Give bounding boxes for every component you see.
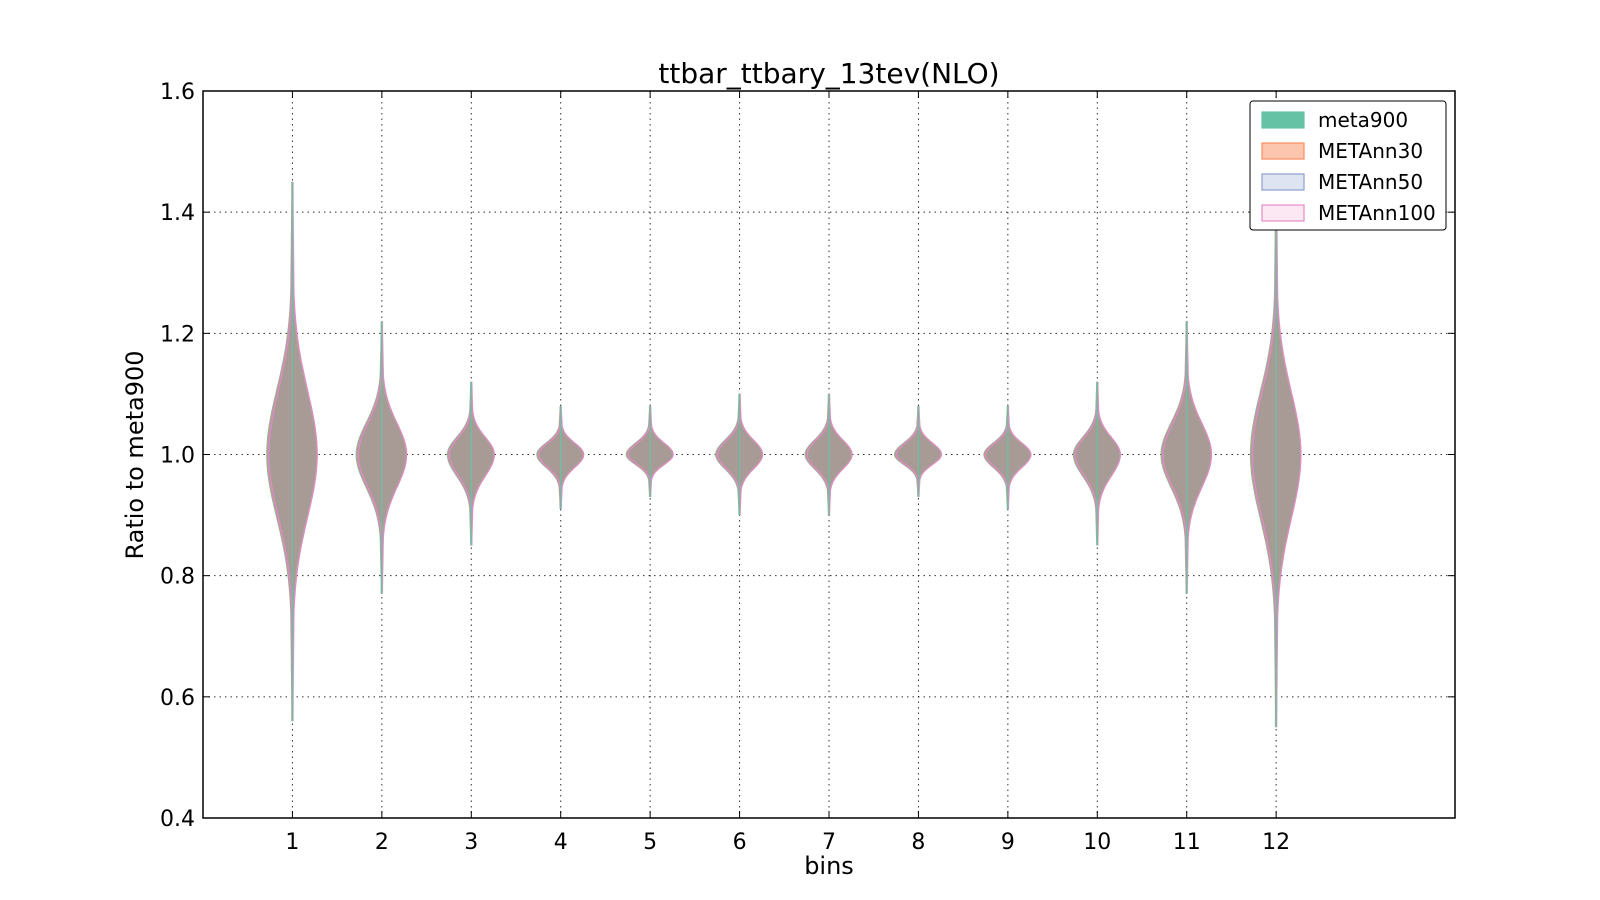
legend-label-METAnn100: METAnn100 [1318, 201, 1436, 225]
x-tick-label: 2 [375, 830, 389, 855]
legend-swatch-meta900 [1261, 111, 1305, 129]
x-tick-label: 6 [733, 830, 747, 855]
violin-outline-METAnn100 [357, 321, 408, 594]
x-tick-label: 12 [1262, 830, 1290, 855]
violin-outline-METAnn100 [717, 393, 764, 516]
violin-bin-11 [1160, 321, 1213, 594]
violin-outline-METAnn100 [1074, 381, 1121, 546]
violin-bin-8 [893, 406, 943, 497]
x-tick-label: 7 [822, 830, 836, 855]
x-tick-label: 5 [643, 830, 657, 855]
x-tick-label: 4 [554, 830, 568, 855]
violin-outline-METAnn100 [1162, 321, 1213, 594]
legend-label-meta900: meta900 [1318, 108, 1408, 132]
x-axis-ticks: 1 2 3 4 5 6 7 8 9 10 11 12 [285, 91, 1290, 855]
x-tick-label: 8 [911, 830, 925, 855]
y-tick-label: 1.4 [160, 201, 195, 226]
x-tick-label: 11 [1173, 830, 1201, 855]
legend-swatch-METAnn50 [1261, 173, 1305, 191]
x-tick-label: 1 [285, 830, 299, 855]
violin-bin-7 [804, 393, 853, 516]
violin-bin-3 [446, 381, 495, 546]
violin-outline-METAnn100 [806, 393, 853, 516]
violin-bin-4 [536, 406, 585, 510]
y-tick-label: 1.6 [160, 80, 195, 105]
x-axis-title: bins [804, 852, 854, 880]
legend-label-METAnn50: METAnn50 [1318, 170, 1423, 194]
y-tick-label: 1.2 [160, 322, 195, 347]
violin-bin-5 [625, 406, 674, 497]
x-tick-label: 10 [1083, 830, 1111, 855]
y-tick-label: 0.6 [160, 686, 195, 711]
violin-outline-METAnn100 [448, 381, 495, 546]
x-tick-label: 3 [464, 830, 478, 855]
y-tick-label: 0.4 [160, 807, 195, 832]
violin-outline-METAnn100 [627, 406, 674, 497]
violin-bin-1 [266, 181, 318, 722]
violin-bin-6 [715, 393, 764, 516]
violin-outline-METAnn100 [895, 406, 943, 497]
violin-outline-METAnn100 [538, 406, 585, 509]
y-tick-label: 1.0 [160, 444, 195, 469]
y-axis-ticks: 0.4 0.6 0.8 1.0 1.2 1.4 1.6 [160, 80, 1455, 832]
legend-swatch-METAnn30 [1261, 142, 1305, 160]
violin-outline-METAnn100 [985, 406, 1032, 509]
legend-items: meta900 METAnn30 METAnn50 METAnn100 [1261, 108, 1436, 225]
x-tick-label: 9 [1001, 830, 1015, 855]
violin-bin-10 [1072, 381, 1121, 546]
y-axis-title: Ratio to meta900 [121, 350, 149, 559]
legend-swatch-METAnn100 [1261, 204, 1305, 222]
y-tick-label: 0.8 [160, 565, 195, 590]
violins [266, 181, 1302, 728]
legend: meta900 METAnn30 METAnn50 METAnn100 [1249, 100, 1447, 231]
violin-bin-9 [983, 406, 1032, 510]
violin-outline-METAnn100 [268, 181, 318, 722]
chart-title: ttbar_ttbary_13tev(NLO) [658, 57, 999, 90]
legend-label-METAnn30: METAnn30 [1318, 139, 1423, 163]
violin-bin-2 [355, 321, 408, 594]
violin-outline-METAnn100 [1251, 187, 1302, 728]
legend-box [1249, 100, 1447, 231]
